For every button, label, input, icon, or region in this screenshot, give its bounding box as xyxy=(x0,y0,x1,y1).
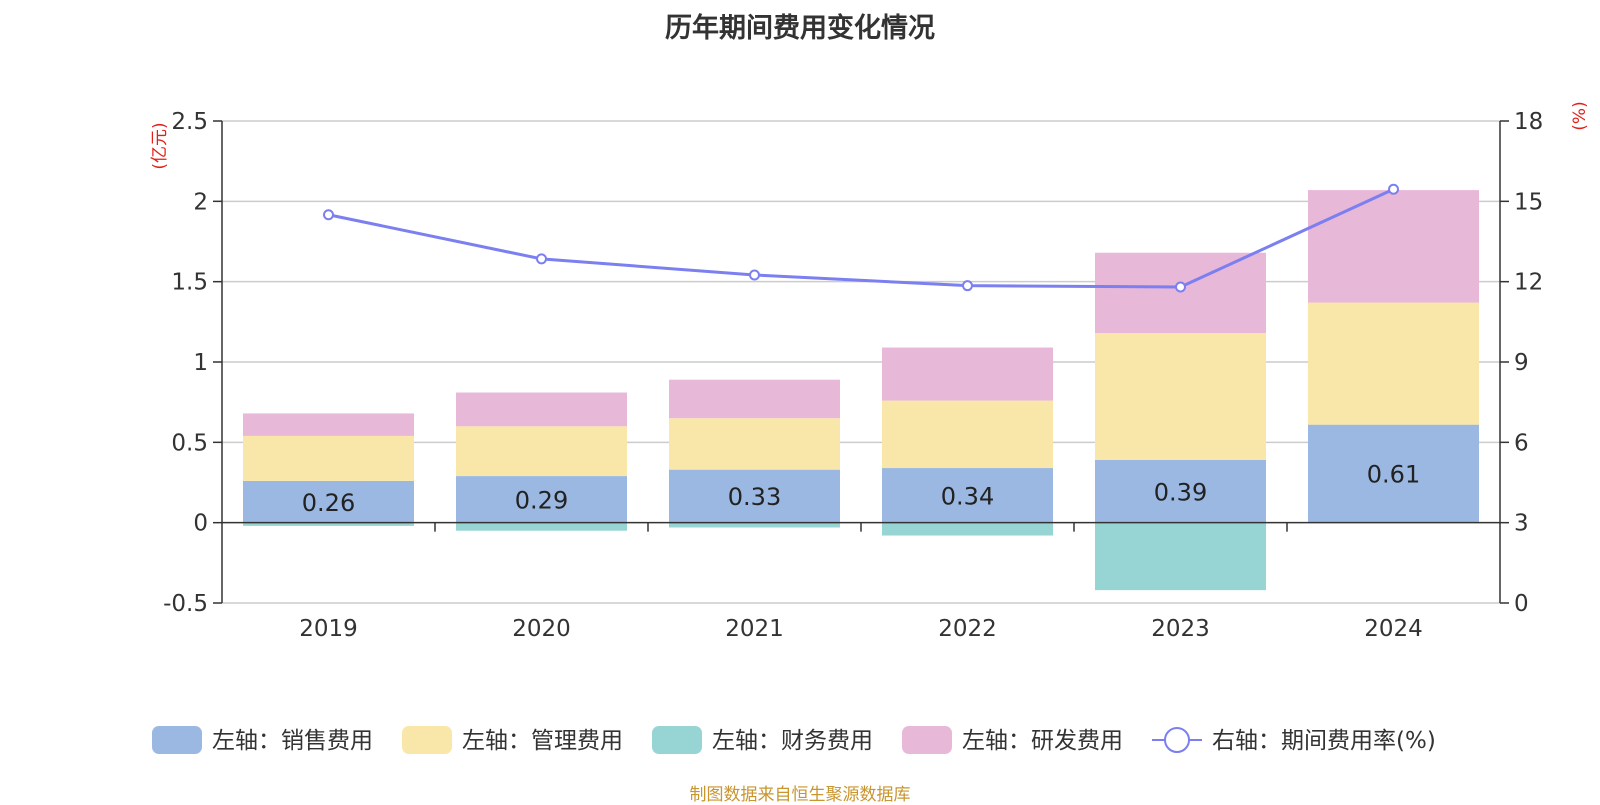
right-tick-label: 15 xyxy=(1514,189,1543,215)
bar-segment xyxy=(243,413,414,436)
legend-label: 右轴：期间费用率(%) xyxy=(1212,728,1436,754)
data-labels: 0.26 0.29 0.33 0.34 0.39 0.61 xyxy=(302,461,1420,517)
bar-segment xyxy=(243,435,414,481)
bar-segment xyxy=(669,522,840,528)
left-tick-label: 2 xyxy=(193,189,208,215)
legend-label: 左轴：研发费用 xyxy=(962,728,1123,754)
rate-point xyxy=(1175,281,1186,293)
right-tick-label: 18 xyxy=(1514,109,1543,135)
right-tick-label: 9 xyxy=(1514,350,1529,376)
right-tick-label: 12 xyxy=(1514,270,1543,296)
bar-segment xyxy=(456,392,627,427)
bar-segment xyxy=(1308,190,1479,303)
bar-segment xyxy=(1095,333,1266,461)
bar-segment xyxy=(1095,460,1266,523)
bar-segment xyxy=(243,522,414,526)
bar-data-label: 0.26 xyxy=(302,489,355,517)
bar-segment xyxy=(1095,252,1266,334)
legend: 左轴：销售费用 左轴：管理费用 左轴：财务费用 左轴：研发费用 右轴：期间费用率(%) xyxy=(152,726,1436,754)
bar-segment xyxy=(669,469,840,523)
right-tick-label: 0 xyxy=(1514,591,1529,617)
x-tick-label: 2022 xyxy=(938,616,997,642)
left-axis-unit: (亿元) xyxy=(150,122,170,169)
left-tick-label: 2.5 xyxy=(171,109,208,135)
bar-data-label: 0.61 xyxy=(1367,461,1420,489)
bar-segment xyxy=(456,522,627,531)
rate-line xyxy=(328,187,1395,289)
rate-point xyxy=(323,209,334,221)
rate-point xyxy=(749,269,760,281)
left-tick-label: -0.5 xyxy=(163,591,208,617)
bar-segment xyxy=(456,476,627,523)
bar-segment xyxy=(669,379,840,419)
legend-swatch xyxy=(652,726,702,754)
bar-segment xyxy=(1308,424,1479,523)
rate-point xyxy=(962,280,973,292)
x-tick-label: 2020 xyxy=(512,616,571,642)
x-tick-label: 2019 xyxy=(299,616,358,642)
x-tick-label: 2021 xyxy=(725,616,784,642)
legend-swatch xyxy=(152,726,202,754)
bar-segment xyxy=(456,426,627,477)
legend-point-marker xyxy=(1164,727,1190,753)
legend-label: 左轴：销售费用 xyxy=(212,728,373,754)
bar-data-label: 0.33 xyxy=(728,483,781,511)
x-tick-label: 2024 xyxy=(1364,616,1423,642)
bar-segment xyxy=(882,522,1053,536)
bar-segment xyxy=(882,400,1053,469)
axes: 2.5 2 1.5 1 0.5 0 -0.5 18 15 12 9 6 3 0 2019 2020 2021 20… xyxy=(150,101,1590,642)
bar-segment xyxy=(882,347,1053,401)
bar-series xyxy=(243,190,1479,591)
line-series xyxy=(323,183,1399,293)
left-tick-label: 0 xyxy=(193,511,208,537)
rate-point xyxy=(536,253,547,265)
right-axis-unit: (%) xyxy=(1570,101,1590,130)
right-tick-label: 3 xyxy=(1514,511,1529,537)
chart-title: 历年期间费用变化情况 xyxy=(665,13,935,44)
left-tick-label: 0.5 xyxy=(171,430,208,456)
legend-label: 左轴：管理费用 xyxy=(462,728,623,754)
legend-swatch xyxy=(402,726,452,754)
bar-data-label: 0.39 xyxy=(1154,478,1207,506)
bar-data-label: 0.29 xyxy=(515,486,568,514)
x-tick-label: 2023 xyxy=(1151,616,1210,642)
legend-swatch xyxy=(902,726,952,754)
bar-segment xyxy=(882,468,1053,523)
left-tick-label: 1.5 xyxy=(171,270,208,296)
bar-segment xyxy=(1095,522,1266,591)
bar-data-label: 0.34 xyxy=(941,482,994,510)
source-note: 制图数据来自恒生聚源数据库 xyxy=(689,785,911,805)
bar-segment xyxy=(1308,302,1479,425)
bar-segment xyxy=(669,418,840,470)
right-tick-label: 6 xyxy=(1514,430,1529,456)
rate-point xyxy=(1388,183,1399,195)
bar-segment xyxy=(243,480,414,523)
legend-label: 左轴：财务费用 xyxy=(712,728,873,754)
left-tick-label: 1 xyxy=(193,350,208,376)
